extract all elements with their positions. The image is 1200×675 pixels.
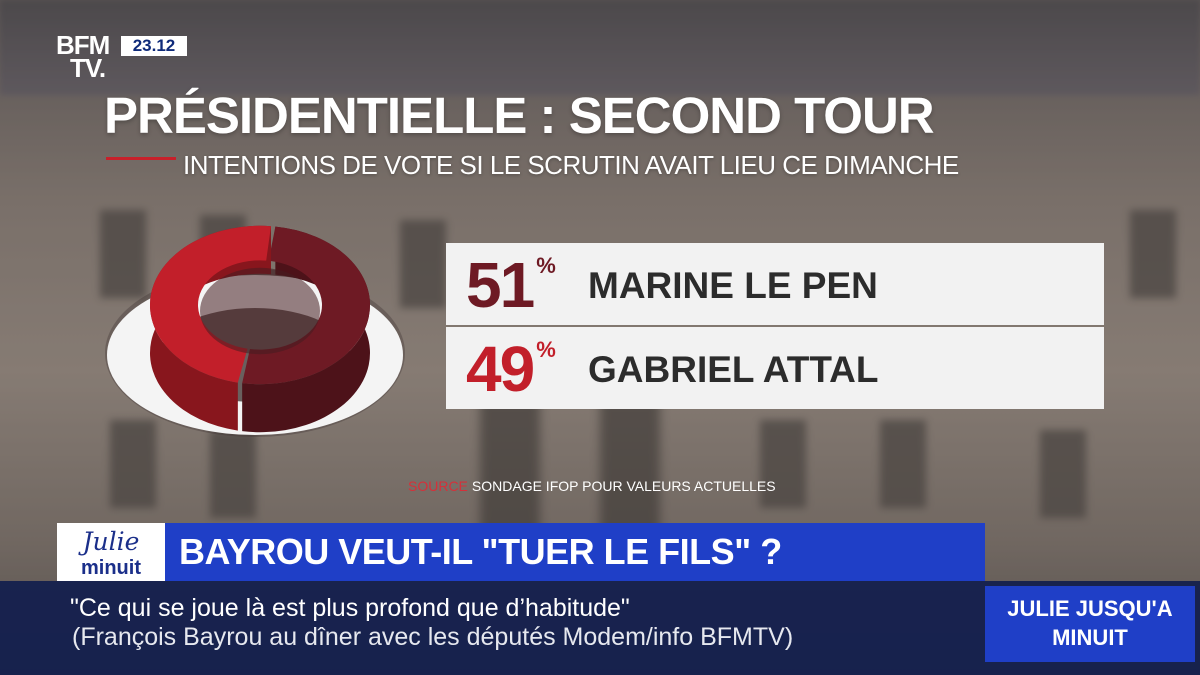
donut-hole bbox=[200, 267, 320, 355]
source-note: SOURCE SONDAGE IFOP POUR VALEURS ACTUELLE… bbox=[408, 478, 776, 494]
clock: 23.12 bbox=[121, 36, 187, 56]
headline-banner: BAYROU VEUT-IL "TUER LE FILS" ? bbox=[165, 523, 985, 581]
bfmtv-logo: BFM TV. bbox=[56, 30, 110, 83]
title-accent-line bbox=[106, 157, 176, 160]
bar-value-label: 51 bbox=[466, 249, 535, 321]
pie-slice-1 bbox=[242, 226, 370, 433]
result-row-1: 51% MARINE LE PEN bbox=[446, 243, 1104, 325]
bar-value-label: 49 bbox=[466, 333, 535, 405]
show-logo: Julie minuit bbox=[57, 523, 165, 581]
donut-chart bbox=[105, 225, 405, 437]
quote-line-2: (François Bayrou au dîner avec les déput… bbox=[72, 623, 794, 651]
chart-subtitle: INTENTIONS DE VOTE SI LE SCRUTIN AVAIT L… bbox=[183, 150, 959, 180]
show-name-box: JULIE JUSQU'A MINUIT bbox=[985, 586, 1195, 662]
pie-slice-2 bbox=[149, 225, 271, 431]
candidate-name-2: GABRIEL ATTAL bbox=[588, 349, 879, 390]
chart-title: PRÉSIDENTIELLE : SECOND TOUR bbox=[104, 87, 935, 144]
quote-line-1: "Ce qui se joue là est plus profond que … bbox=[70, 594, 630, 622]
headline-text: BAYROU VEUT-IL "TUER LE FILS" ? bbox=[179, 531, 782, 572]
candidate-name-1: MARINE LE PEN bbox=[588, 265, 878, 306]
result-value-2: 49% bbox=[466, 333, 556, 405]
result-row-2: 49% GABRIEL ATTAL bbox=[446, 327, 1104, 409]
result-value-1: 51% bbox=[466, 249, 556, 321]
